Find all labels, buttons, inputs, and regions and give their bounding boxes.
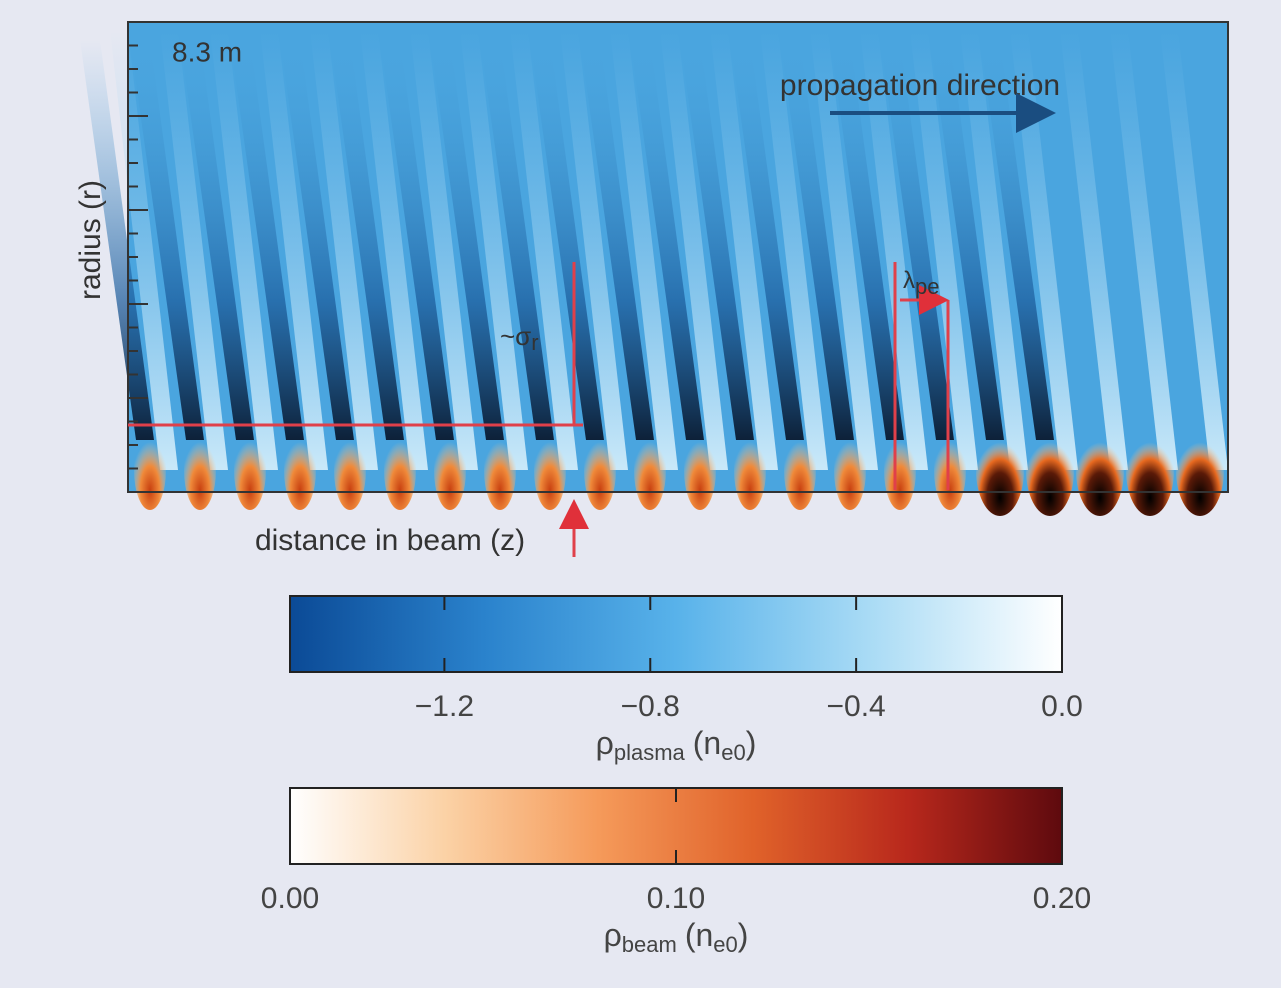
wake-stripe-light: [810, 30, 878, 470]
label-close: ): [746, 725, 757, 761]
beam-bunch: [284, 430, 316, 510]
wake-stripe-light: [760, 30, 828, 470]
wake-stripe-dark: [180, 40, 254, 440]
colorbar-tick-label: 0.20: [1033, 882, 1091, 915]
x-axis-label: distance in beam (z): [255, 524, 525, 557]
colorbar-tick-label: −0.8: [621, 690, 680, 723]
wake-stripe-light: [1160, 30, 1228, 470]
wake-stripe-dark: [330, 40, 404, 440]
wake-stripe-light: [1110, 30, 1178, 470]
wake-stripe-dark: [730, 40, 804, 440]
wake-stripe-dark: [680, 40, 754, 440]
wake-stripe-dark: [980, 40, 1054, 440]
beam-bunch: [976, 424, 1024, 516]
beam-bunch: [434, 430, 466, 510]
wake-stripe-dark: [230, 40, 304, 440]
colorbar-tick-label: 0.0: [1041, 690, 1083, 723]
label-symbol: ρ: [596, 725, 614, 761]
wake-stripe-light: [410, 30, 478, 470]
lambda-annotation: [893, 262, 950, 490]
beam-bunch: [1176, 424, 1224, 516]
beam-bunch: [784, 430, 816, 510]
wake-stripe-light: [860, 30, 928, 470]
wake-stripe-light: [1010, 30, 1078, 470]
wake-stripe-dark: [380, 40, 454, 440]
colorbar-tick-label: −1.2: [415, 690, 474, 723]
wake-stripe-light: [960, 30, 1028, 470]
beam-bunch: [734, 430, 766, 510]
colorbar-tick-label: 0.10: [647, 882, 705, 915]
beam-bunch: [684, 430, 716, 510]
wake-stripe-light: [910, 30, 978, 470]
beam-bunch: [334, 430, 366, 510]
wake-stripe-light: [560, 30, 628, 470]
label-unit: (n: [693, 725, 721, 761]
beam-bunch: [584, 430, 616, 510]
beam-bunch: [184, 430, 216, 510]
wake-stripe-light: [610, 30, 678, 470]
wake-stripe-light: [710, 30, 778, 470]
beam-bunch: [934, 430, 966, 510]
wake-stripe-light: [360, 30, 428, 470]
wake-stripe-dark: [130, 40, 204, 440]
beam-bunch: [1076, 424, 1124, 516]
beam-bunch: [1026, 424, 1074, 516]
lambda-base: λ: [903, 267, 915, 294]
sigma-annotation: [128, 262, 589, 557]
direction-label: propagation direction: [780, 69, 1060, 102]
beam-bunch: [484, 430, 516, 510]
wake-stripe-light: [210, 30, 278, 470]
wake-stripe-dark: [880, 40, 954, 440]
beam-bunch: [384, 430, 416, 510]
wake-stripe-light: [460, 30, 528, 470]
beam-bunch: [134, 430, 166, 510]
wake-stripe-light: [660, 30, 728, 470]
beam-bunch: [1126, 424, 1174, 516]
wake-stripe-dark: [930, 40, 1004, 440]
beam-bunch: [634, 430, 666, 510]
colorbar: [289, 595, 1063, 673]
label-close: ): [738, 917, 749, 953]
wake-stripe-dark: [580, 40, 654, 440]
wake-stripe-light: [1060, 30, 1128, 470]
y-axis-label: radius (r): [74, 180, 107, 300]
wake-stripe-dark: [830, 40, 904, 440]
sigma-sub: r: [531, 330, 538, 355]
label-symbol: ρ: [604, 917, 622, 953]
wake-stripe-dark: [280, 40, 354, 440]
wake-stripe-dark: [530, 40, 604, 440]
label-unit-sub: e0: [713, 932, 737, 957]
wake-stripe-dark: [630, 40, 704, 440]
colorbar-label: ρbeam (ne0): [604, 917, 749, 956]
time-label: 8.3 m: [172, 36, 242, 67]
beam-bunch: [834, 430, 866, 510]
wake-stripe-light: [310, 30, 378, 470]
colorbar-tick-label: −0.4: [827, 690, 886, 723]
lambda-label: λpe: [903, 267, 939, 298]
wake-stripe-dark: [430, 40, 504, 440]
wake-stripe-dark: [480, 40, 554, 440]
sigma-base: ~σ: [500, 321, 531, 351]
wake-stripe-light: [160, 30, 228, 470]
colorbar-label: ρplasma (ne0): [596, 725, 757, 764]
label-unit-sub: e0: [721, 740, 745, 765]
wake-stripe-light: [260, 30, 328, 470]
wake-stripe-dark: [780, 40, 854, 440]
wake-stripe-dark: [80, 40, 154, 440]
beam-bunch: [884, 430, 916, 510]
label-sub: plasma: [614, 740, 686, 765]
beam-bunch: [234, 430, 266, 510]
colorbar-tick-label: 0.00: [261, 882, 319, 915]
wake-stripe-light: [510, 30, 578, 470]
lambda-sub: pe: [915, 274, 939, 299]
label-unit: (n: [685, 917, 713, 953]
sigma-label: ~σr: [500, 321, 539, 355]
beam-bunch: [534, 430, 566, 510]
label-sub: beam: [622, 932, 677, 957]
